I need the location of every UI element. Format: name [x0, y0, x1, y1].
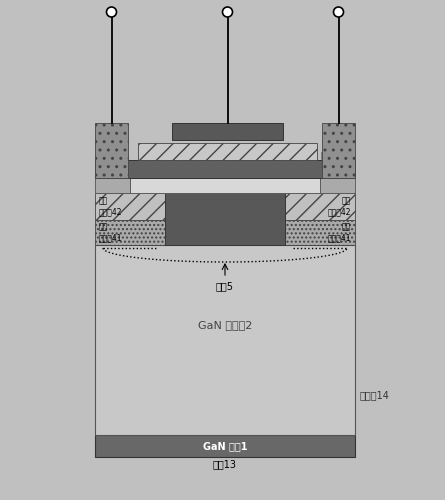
Circle shape [106, 7, 117, 17]
Text: 源槽10: 源槽10 [331, 172, 351, 181]
Text: 帽层8: 帽层8 [219, 147, 236, 156]
Text: 孔径5: 孔径5 [216, 281, 234, 291]
Bar [285, 193, 355, 220]
Text: 第二
阻挡层42: 第二 阻挡层42 [328, 197, 351, 216]
Bar [165, 193, 285, 245]
Text: 漏极13: 漏极13 [213, 459, 237, 469]
Text: 台阶9: 台阶9 [321, 150, 336, 160]
Bar [95, 193, 165, 220]
Text: 栅极12: 栅极12 [215, 126, 239, 136]
Text: GaN 漂移层2: GaN 漂移层2 [198, 320, 252, 330]
Bar [95, 123, 128, 178]
Text: 第一
阻挡层41: 第一 阻挡层41 [328, 223, 351, 242]
Bar [285, 220, 355, 245]
Text: 钝化层14: 钝化层14 [360, 390, 390, 400]
Text: 源槽10: 源槽10 [99, 172, 120, 181]
Circle shape [222, 7, 232, 17]
Bar [95, 245, 355, 435]
Text: 沟道层6: 沟道层6 [214, 181, 236, 190]
Text: 势垒层7: 势垒层7 [213, 164, 237, 174]
Bar [95, 160, 355, 178]
Circle shape [333, 7, 344, 17]
Text: GaN 衬底1: GaN 衬底1 [203, 441, 247, 451]
Bar [322, 123, 355, 178]
Bar [95, 160, 130, 193]
Bar [95, 435, 355, 457]
Bar [130, 178, 320, 193]
Text: 源极11: 源极11 [101, 180, 122, 188]
Text: 第一
阻挡层41: 第一 阻挡层41 [99, 223, 122, 242]
Bar [95, 220, 165, 245]
Bar [320, 160, 355, 193]
Bar [138, 143, 317, 160]
Text: 第二
阻挡层42: 第二 阻挡层42 [99, 197, 122, 216]
Text: 孔径层3: 孔径层3 [214, 203, 236, 212]
Bar [172, 123, 283, 140]
Text: 源极11: 源极11 [328, 180, 349, 188]
Text: 电流
阻挡层4: 电流 阻挡层4 [215, 217, 235, 237]
